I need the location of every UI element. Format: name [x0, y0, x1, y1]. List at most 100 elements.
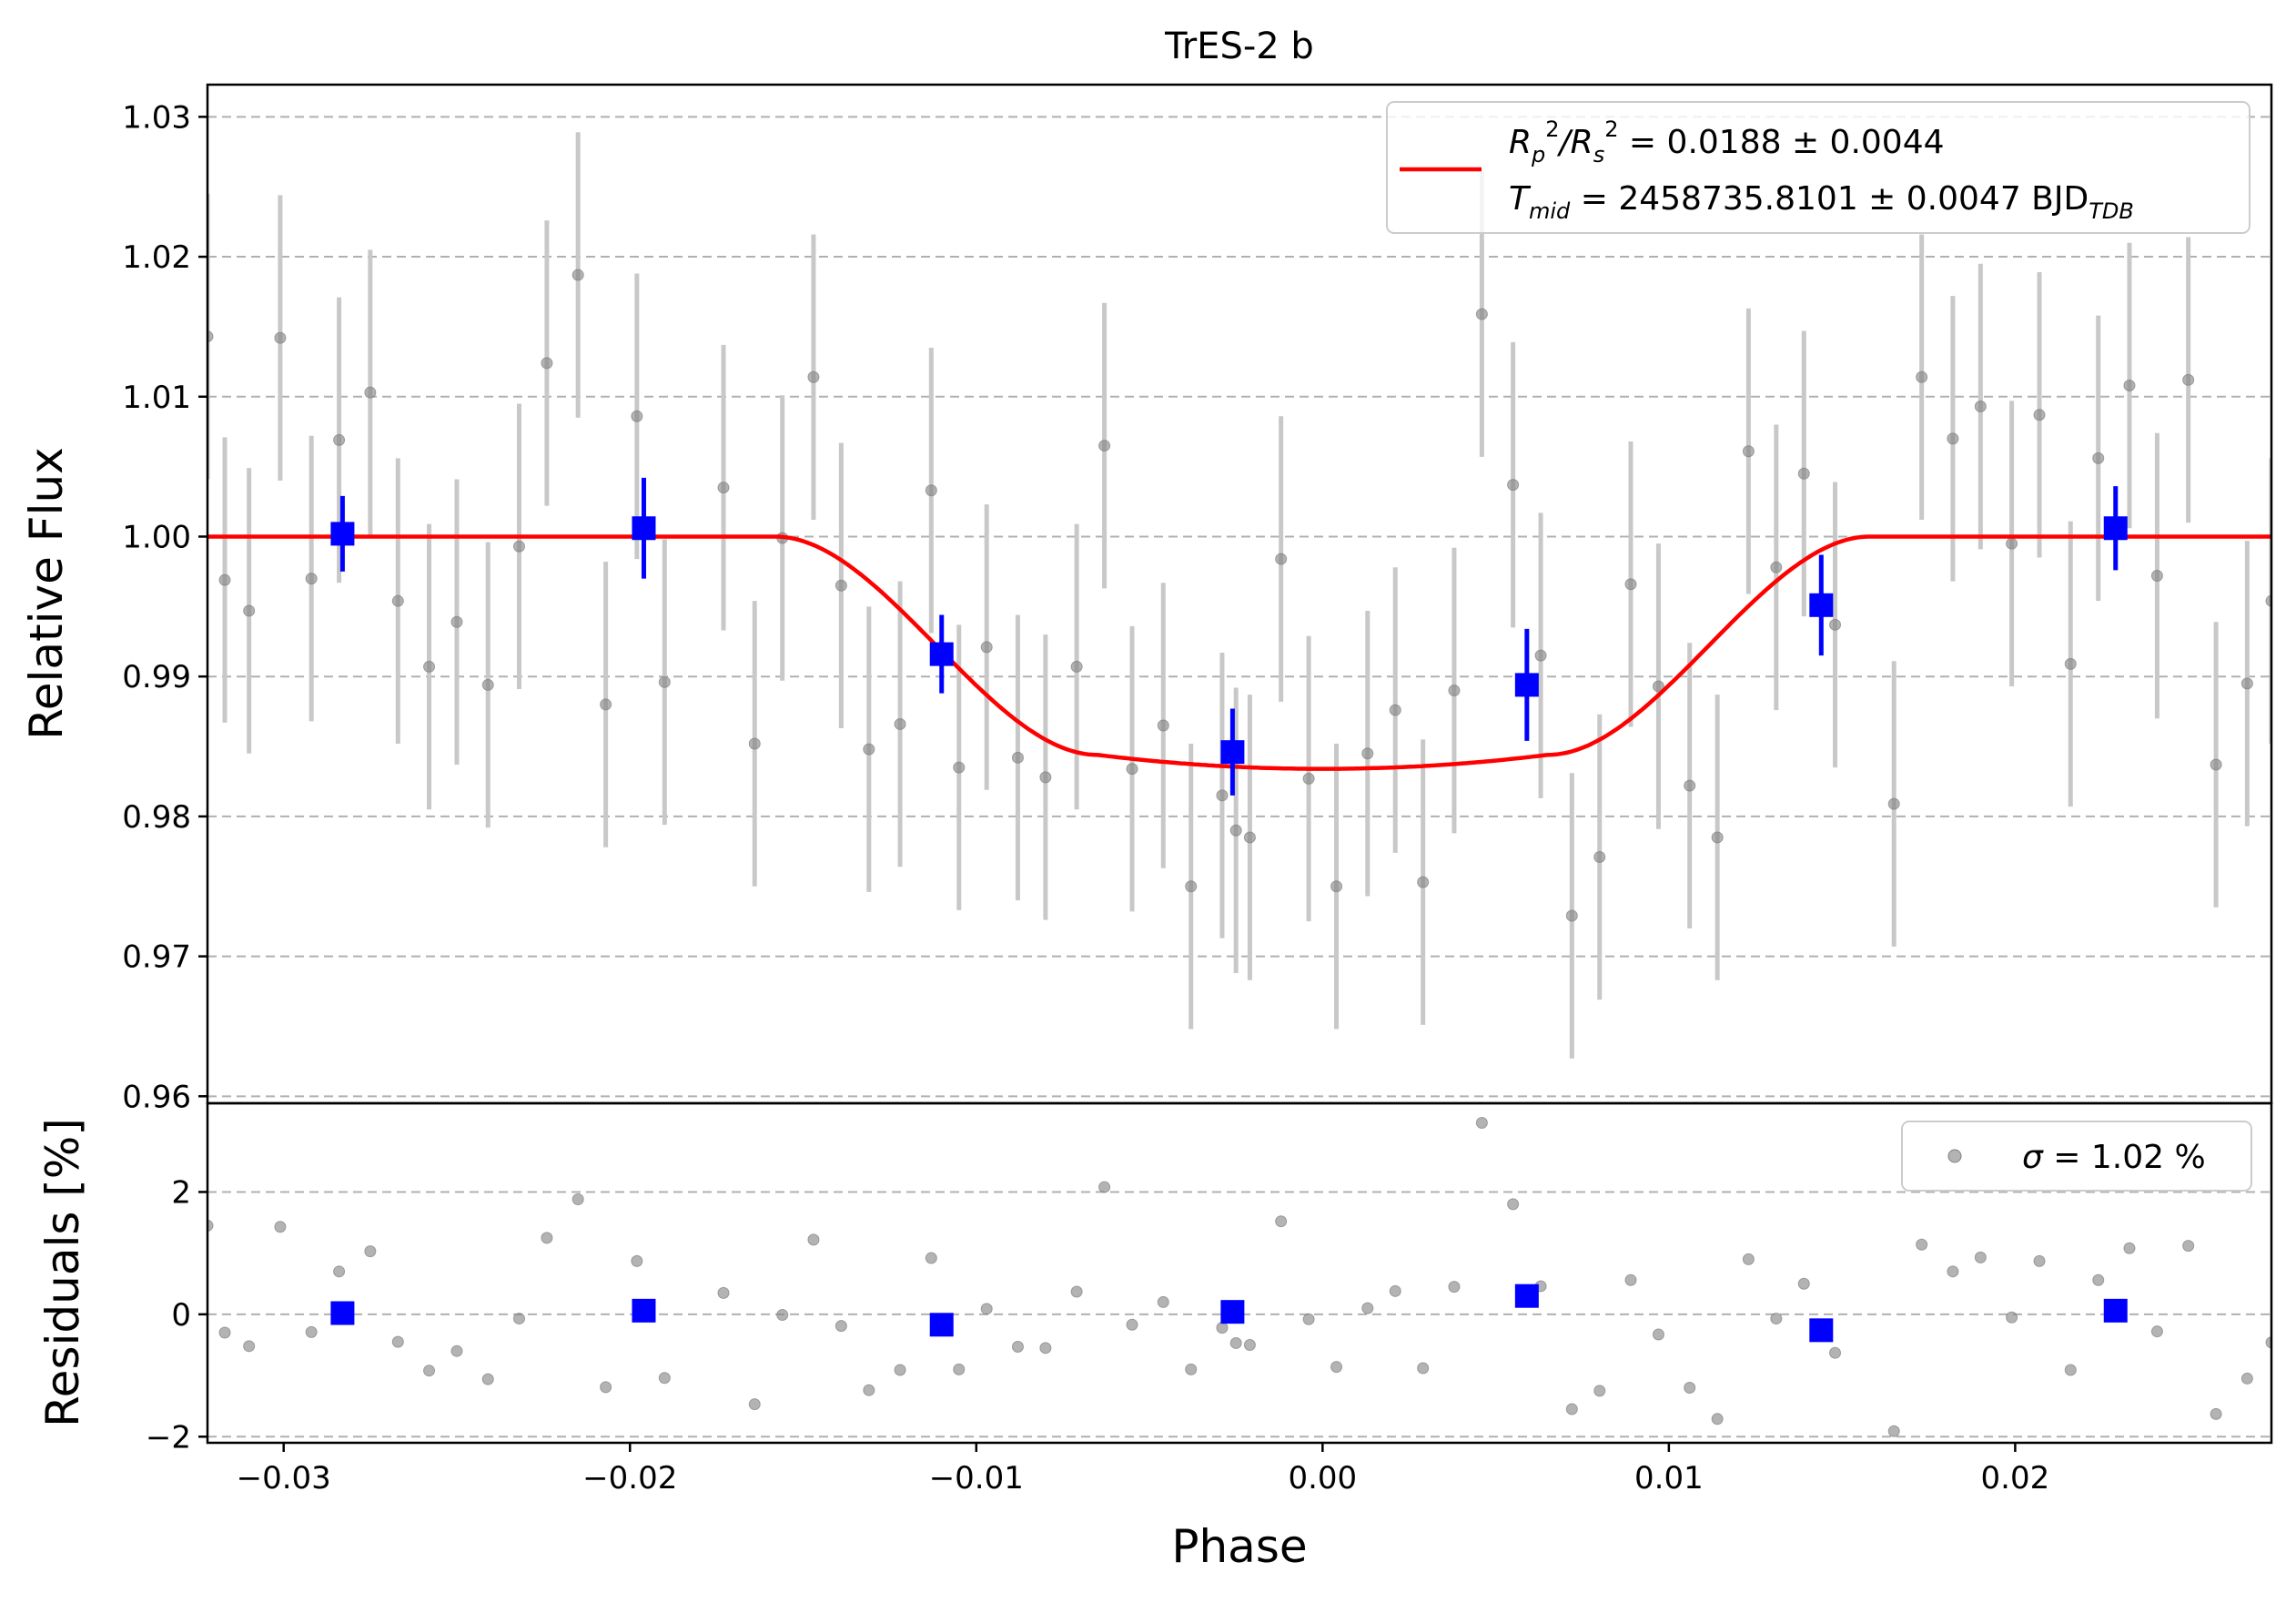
main-binned-point [929, 642, 954, 666]
main-data-point [512, 540, 525, 553]
residuals-binned-point [1514, 1283, 1539, 1308]
x-tick-label: 0.02 [1981, 1460, 2050, 1496]
residuals-data-point [512, 1313, 525, 1325]
residuals-data-point [2210, 1407, 2222, 1420]
residuals-data-point [953, 1363, 966, 1375]
residuals-data-point [450, 1344, 463, 1357]
residuals-y-tick-label: 0 [171, 1297, 191, 1334]
main-data-point [2240, 677, 2253, 690]
main-binned-point [1809, 593, 1834, 617]
main-data-point [1565, 909, 1578, 922]
main-data-point [481, 678, 494, 691]
main-data-point [1389, 704, 1401, 716]
residuals-y-label: Residuals [%] [36, 1118, 89, 1427]
main-data-point [748, 737, 761, 750]
x-tick-label: −0.02 [582, 1460, 677, 1496]
main-data-point [1797, 467, 1810, 480]
residuals-data-point [748, 1398, 761, 1411]
chart-title: TrES-2 b [1164, 25, 1314, 67]
residuals-data-point [776, 1309, 789, 1322]
residuals-data-point [2064, 1364, 2077, 1376]
main-y-label: Relative Flux [20, 447, 73, 739]
residuals-data-point [1229, 1336, 1242, 1349]
residuals-data-point [1711, 1413, 1724, 1425]
residuals-data-point [2006, 1311, 2018, 1324]
main-data-point [305, 573, 318, 585]
main-data-point [1770, 561, 1783, 573]
residuals-binned-points [330, 1283, 2128, 1343]
main-data-point [1534, 649, 1547, 662]
main-data-point [807, 370, 820, 383]
residuals-data-point [631, 1254, 643, 1267]
main-data-point [2006, 537, 2018, 550]
residuals-data-point [364, 1245, 377, 1258]
x-tick-label: −0.01 [929, 1460, 1024, 1496]
residuals-data-point [894, 1364, 906, 1376]
residuals-binned-point [1220, 1300, 1245, 1324]
residuals-data-point [980, 1303, 993, 1315]
main-data-point [1098, 440, 1111, 452]
main-y-tick-label: 1.02 [122, 239, 191, 276]
main-data-point [218, 573, 231, 586]
residuals-data-point [1098, 1181, 1111, 1193]
main-data-point [1624, 578, 1637, 591]
legend-box [1386, 101, 2250, 234]
main-y-tick-label: 0.99 [122, 659, 191, 695]
residuals-data-point [1507, 1198, 1520, 1211]
residuals-data-point [1652, 1328, 1664, 1341]
main-data-point [1711, 831, 1724, 844]
main-y-tick-label: 1.00 [122, 519, 191, 555]
main-data-point [1157, 719, 1169, 732]
main-data-point [364, 386, 377, 399]
main-data-point [1916, 370, 1928, 383]
main-data-point [1652, 680, 1664, 693]
main-data-point [834, 579, 847, 592]
residuals-data-point [1039, 1342, 1052, 1354]
residuals-data-point [834, 1320, 847, 1333]
residuals-data-point [1302, 1313, 1315, 1325]
main-data-point [631, 410, 643, 422]
residuals-data-point [2265, 1336, 2271, 1349]
residuals-data-point [1887, 1425, 1900, 1437]
residuals-data-point [717, 1286, 730, 1299]
residuals-data-point [274, 1221, 287, 1233]
main-data-point [2150, 570, 2163, 583]
main-binned-points [330, 516, 2128, 765]
residuals-data-point [600, 1381, 612, 1394]
main-data-point [243, 604, 256, 617]
residuals-data-point [207, 1219, 214, 1232]
residuals-data-point [571, 1193, 584, 1206]
residuals-data-point [1947, 1265, 1959, 1278]
main-data-point [391, 594, 404, 607]
residuals-data-point [1185, 1363, 1198, 1375]
residuals-data-point [2182, 1240, 2195, 1253]
main-y-axis: 0.96 0.97 0.98 0.99 1.00 1.01 1.02 1.03 [122, 99, 207, 1115]
main-data-point [1475, 308, 1488, 320]
main-data-point [450, 615, 463, 628]
residuals-legend-marker [1947, 1149, 1962, 1163]
main-data-point [1243, 831, 1256, 844]
main-data-point [1330, 880, 1343, 893]
main-data-point [1011, 751, 1024, 764]
main-data-point [333, 433, 346, 446]
residuals-data-point [305, 1325, 318, 1338]
residuals-data-point [1330, 1361, 1343, 1374]
main-data-point [1507, 479, 1520, 492]
main-data-point [1684, 779, 1696, 792]
main-data-point [1887, 797, 1900, 810]
main-data-point [1302, 772, 1315, 785]
residuals-data-point [1070, 1285, 1083, 1298]
main-data-point [423, 660, 436, 673]
residuals-binned-point [929, 1313, 954, 1337]
transit-model-line [207, 534, 2271, 771]
main-y-tick-label: 0.98 [122, 799, 191, 836]
main-data-point [2182, 373, 2195, 386]
residuals-data-point [2092, 1273, 2105, 1286]
residuals-data-point [1829, 1346, 1842, 1359]
residuals-data-point [1974, 1251, 1987, 1263]
main-data-point [658, 675, 671, 688]
residuals-data-point [333, 1265, 346, 1278]
main-binned-point [330, 522, 355, 546]
main-data-point [894, 717, 906, 730]
